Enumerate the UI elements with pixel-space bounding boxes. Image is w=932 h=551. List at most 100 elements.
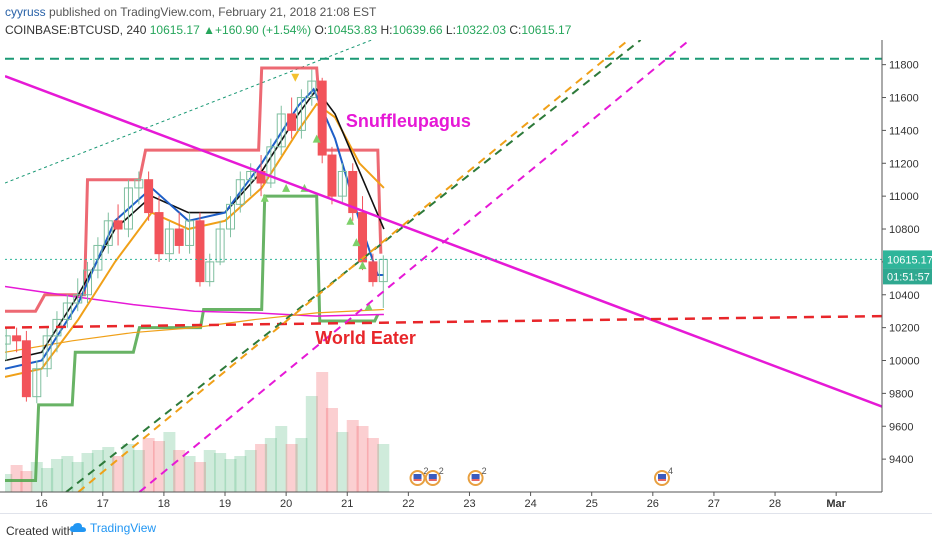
buy-signal-marker xyxy=(346,216,355,225)
slow-ma-line xyxy=(5,285,384,317)
candle-body xyxy=(307,80,317,99)
time-tick-label: 22 xyxy=(402,498,414,510)
buy-signal-marker xyxy=(358,261,367,270)
candle-body xyxy=(226,203,236,230)
candle-body xyxy=(266,146,276,184)
buy-signal-marker xyxy=(260,193,269,202)
candle-body xyxy=(174,228,184,246)
candle-body xyxy=(296,97,306,131)
sell-signal-marker xyxy=(291,73,300,82)
time-tick-label: 27 xyxy=(708,498,720,510)
last-price-badge-text: 10615.17 xyxy=(887,254,932,266)
time-tick-label: 20 xyxy=(280,498,292,510)
time-tick-label: 25 xyxy=(586,498,598,510)
tradingview-logo[interactable]: TradingView xyxy=(70,521,156,535)
snuffleupagus-label: Snuffleupagus xyxy=(346,111,471,131)
price-tick-label: 11800 xyxy=(889,60,919,72)
buy-signal-marker xyxy=(312,134,321,143)
chart-area[interactable]: Snuffleupagus World Eater 2 2 2 4 9400 9600 9800… xyxy=(0,40,932,510)
volume-bar xyxy=(61,456,74,492)
high-label: H: xyxy=(380,23,393,37)
volume-bar xyxy=(377,444,390,492)
volume-bar xyxy=(153,441,166,492)
time-tick-label: 21 xyxy=(341,498,353,510)
symbol-label[interactable]: COINBASE:BTCUSD, 240 xyxy=(5,23,147,37)
author-name[interactable]: cyyruss xyxy=(5,5,46,19)
long-ma-line xyxy=(5,308,384,353)
price-tick-label: 10200 xyxy=(889,323,920,335)
volume-bar xyxy=(102,447,115,492)
time-tick-label: 28 xyxy=(769,498,781,510)
low-label: L: xyxy=(445,23,456,37)
time-tick-label: 24 xyxy=(524,498,536,510)
last-price-badge xyxy=(883,250,932,269)
candle-body xyxy=(327,154,337,197)
price-tick-label: 9800 xyxy=(889,388,913,400)
buy-signal-marker xyxy=(282,183,291,192)
candle-body xyxy=(123,187,133,230)
candle-body xyxy=(195,220,205,283)
last-price: 10615.17 xyxy=(149,23,200,37)
open-label: O: xyxy=(314,23,328,37)
time-tick-label: Mar xyxy=(826,498,846,510)
created-with-label: Created with xyxy=(6,524,74,538)
low-value: 10322.03 xyxy=(455,23,506,37)
price-tick-label: 11000 xyxy=(889,191,919,203)
candle-body xyxy=(185,220,195,246)
footer-bar: Created with TradingView xyxy=(0,513,932,551)
high-value: 10639.66 xyxy=(392,23,443,37)
volume-bar xyxy=(285,444,298,492)
event-count-label: 2 xyxy=(424,466,429,476)
tradingview-cloud-icon xyxy=(70,523,86,532)
chart-background xyxy=(0,40,932,510)
time-tick-label: 18 xyxy=(158,498,170,510)
candle-body xyxy=(246,170,256,181)
tradingview-brand: TradingView xyxy=(90,521,157,535)
candle-body xyxy=(368,261,378,283)
close-value: 10615.17 xyxy=(521,23,572,37)
event-count-label: 2 xyxy=(439,466,444,476)
candle-body xyxy=(205,261,215,283)
price-tick-label: 10400 xyxy=(889,290,920,302)
change-value: +160.90 (+1.54%) xyxy=(215,23,312,37)
volume-bar xyxy=(295,438,308,492)
volume-bar xyxy=(305,396,318,492)
volume-bar xyxy=(234,456,247,492)
candle-body xyxy=(154,212,164,255)
candle-body xyxy=(348,170,358,214)
candle-body xyxy=(113,220,123,230)
countdown-badge-text: 01:51:57 xyxy=(887,271,930,283)
plot-layer xyxy=(5,40,882,492)
event-count-label: 4 xyxy=(668,466,673,476)
candle-body xyxy=(144,179,154,214)
volume-bar xyxy=(366,438,379,492)
candle-body xyxy=(276,113,286,148)
volume-bar xyxy=(41,468,54,492)
time-tick-label: 26 xyxy=(647,498,659,510)
time-tick-label: 23 xyxy=(463,498,475,510)
candle-body xyxy=(93,244,103,271)
candle-body xyxy=(21,340,31,398)
candle-body xyxy=(83,269,93,296)
countdown-badge xyxy=(883,268,932,285)
volume-bar xyxy=(356,426,369,492)
buy-signal-marker xyxy=(352,238,361,247)
candle-body xyxy=(164,228,174,255)
event-count-label: 2 xyxy=(482,466,487,476)
candle-body xyxy=(5,335,11,345)
volume-bar xyxy=(325,408,338,492)
candle-body xyxy=(378,258,388,283)
volume-bar xyxy=(203,450,216,492)
event-flag-icon xyxy=(428,474,437,479)
candle-body xyxy=(32,368,42,398)
candle-body xyxy=(103,220,113,246)
volume-bar xyxy=(316,372,329,492)
time-tick-label: 17 xyxy=(97,498,109,510)
volume-bar xyxy=(193,462,206,492)
candle-body xyxy=(73,294,83,304)
volume-bar xyxy=(336,432,349,492)
candle-body xyxy=(317,80,327,156)
volume-bar xyxy=(71,462,84,492)
event-flag-icon xyxy=(657,474,666,479)
